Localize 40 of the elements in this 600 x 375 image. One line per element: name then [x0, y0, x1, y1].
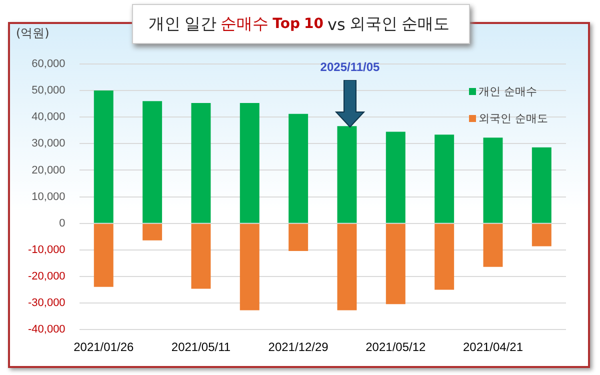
- y-tick-label: 60,000: [32, 58, 66, 70]
- y-tick-label: 40,000: [32, 111, 66, 124]
- bar: [434, 134, 454, 223]
- bar: [94, 90, 114, 223]
- x-tick-label: 2021/05/12: [366, 340, 426, 354]
- bar: [386, 132, 406, 223]
- y-tick-label: -40,000: [28, 324, 66, 336]
- bar: [337, 224, 357, 310]
- bar: [240, 224, 260, 310]
- bar: [94, 224, 114, 287]
- chart-title: 개인 일간 순매수 Top 10 vs 외국인 순매도: [148, 14, 450, 34]
- bar: [483, 138, 503, 223]
- x-tick-label: 2021/01/26: [74, 340, 134, 354]
- bar: [191, 103, 211, 223]
- y-tick-label: -20,000: [28, 270, 66, 283]
- bar: [240, 103, 260, 223]
- bar: [532, 147, 552, 223]
- bar: [288, 114, 308, 223]
- x-tick-label: 2021/12/29: [268, 340, 329, 354]
- bar: [483, 224, 503, 267]
- legend-label: 외국인 순매도: [478, 111, 548, 126]
- bar: [434, 224, 454, 290]
- legend-label: 개인 순매수: [478, 84, 537, 99]
- y-tick-label: 50,000: [32, 84, 66, 97]
- bar: [142, 101, 162, 223]
- bar: [386, 224, 406, 304]
- annotation: 2025/11/05: [319, 60, 381, 74]
- y-tick-label: 10,000: [32, 190, 66, 203]
- y-tick-label: 20,000: [32, 164, 66, 176]
- bar: [142, 224, 162, 240]
- y-tick-label: -10,000: [28, 244, 66, 256]
- bar: [288, 224, 308, 251]
- x-tick-label: 2021/05/11: [171, 340, 231, 354]
- y-axis-title: (억원): [16, 26, 50, 40]
- bar: [191, 224, 211, 289]
- y-tick-label: 0: [59, 217, 66, 230]
- x-tick-label: 2021/04/21: [462, 340, 524, 354]
- y-tick-label: -30,000: [28, 297, 66, 310]
- y-tick-label: 30,000: [32, 138, 66, 150]
- bar: [532, 224, 552, 246]
